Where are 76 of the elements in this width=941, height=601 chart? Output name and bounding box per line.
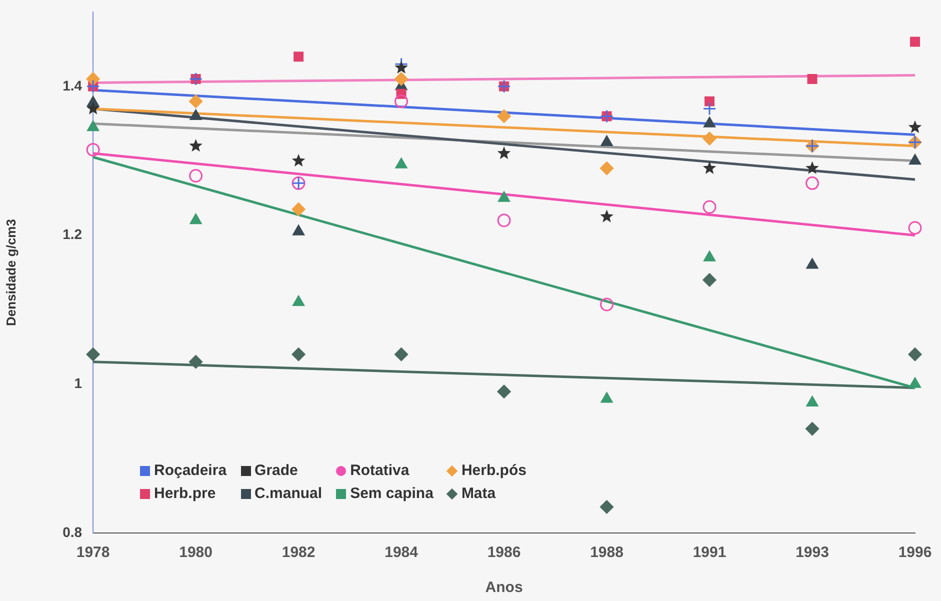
point [702,161,716,174]
point [498,191,510,202]
point [86,348,100,362]
point [394,94,408,108]
point [292,348,306,362]
point [908,348,922,362]
point [600,162,614,176]
point [189,94,203,108]
point [909,377,921,388]
legend-label: Roçadeira [154,462,227,479]
point [909,154,921,165]
point [190,214,202,224]
point [702,273,716,287]
point [86,142,100,156]
x-tick-label: 1982 [282,544,316,562]
point [294,52,304,62]
x-tick-label: 1978 [76,544,110,562]
point [190,109,202,120]
point [704,116,716,128]
point [86,72,100,86]
point [189,355,203,369]
legend-label: Herb.pre [154,485,216,502]
point [395,158,408,168]
point [600,392,613,403]
point [806,422,820,436]
point [806,176,820,190]
point [600,500,614,514]
legend-label: Herb.pós [461,462,526,479]
y-tick-label: 1.4 [62,77,82,94]
point [600,298,614,312]
point [497,146,511,160]
point [908,221,922,235]
point [86,102,100,114]
point [807,74,818,84]
y-tick-label: 0.8 [62,524,82,540]
x-tick-label: 1993 [796,544,829,562]
point [806,258,818,269]
point [394,72,408,86]
point [806,161,819,174]
x-tick-label: 1984 [384,544,419,562]
x-tick-label: 1988 [590,544,624,562]
x-axis-title: Anos [485,579,523,596]
point [292,202,306,216]
legend-label: Rotativa [350,462,410,479]
x-tick-label: 1980 [179,544,212,562]
point [292,296,304,306]
point [600,210,614,222]
x-tick-label: 1986 [487,544,521,562]
point [394,348,408,362]
point [704,250,716,262]
x-tick-label: 1991 [692,544,726,562]
point [189,138,202,152]
y-tick-label: 1.2 [62,226,82,242]
point [497,214,511,228]
point [87,120,100,132]
point [702,102,716,116]
legend-label: Sem capina [350,485,434,502]
x-tick-label: 1996 [898,544,932,562]
point [702,132,716,146]
y-axis-title: Densidade g/cm3 [3,219,18,326]
point [600,136,613,146]
point [806,396,818,406]
point [910,36,920,47]
legend-label: Mata [461,485,496,502]
point [292,154,306,167]
point [497,109,511,123]
legend-label: C.manual [254,485,322,502]
point [292,224,304,236]
point [704,96,715,106]
point [189,168,203,182]
point [497,384,511,398]
point [702,200,716,214]
legend-label: Grade [254,462,298,479]
point [908,120,922,134]
point [394,60,408,74]
y-tick-label: 1 [74,375,82,391]
